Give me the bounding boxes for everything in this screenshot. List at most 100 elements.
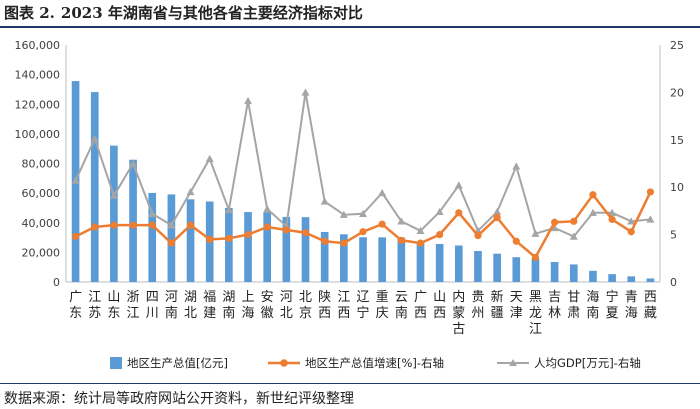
per-capita-gdp-marker [416,226,425,235]
category-label: 黑龙江 [529,290,542,337]
gdp-growth-marker [627,228,635,236]
left-axis-tick-label: 60,000 [22,187,61,200]
per-capita-gdp-marker [397,217,406,225]
gdp-growth-marker [531,253,540,261]
category-label: 安徽 [261,290,274,321]
title-divider [0,26,700,28]
category-label: 江西 [337,290,350,321]
gdp-bar [512,257,521,282]
category-label: 海南 [586,290,599,321]
per-capita-gdp-marker [129,159,138,167]
category-label: 吉林 [548,290,561,321]
right-axis-tick-label: 25 [670,39,684,52]
category-label: 辽宁 [356,290,369,321]
per-capita-gdp-marker [359,209,367,217]
category-label: 湖南 [222,290,235,321]
per-capita-gdp-marker [435,207,444,216]
category-label: 湖北 [184,290,197,321]
gdp-growth-marker [167,239,175,247]
gdp-growth-marker [91,223,99,231]
gdp-bar [244,212,252,282]
gdp-growth-marker [416,239,425,247]
legend-swatch-growth-marker [280,359,288,367]
gdp-growth-marker [340,239,348,247]
category-label: 天津 [510,290,523,321]
gdp-growth-marker [608,215,616,224]
gdp-growth-marker [129,221,137,229]
gdp-bar [320,231,329,282]
left-axis-tick-label: 80,000 [22,158,61,171]
per-capita-gdp-marker [71,176,80,184]
gdp-bar [435,243,444,282]
category-label: 浙江 [127,290,140,321]
gdp-bar [608,274,616,282]
per-capita-gdp-marker [531,229,540,237]
legend-label-gdp: 地区生产总值[亿元] [127,356,228,370]
gdp-growth-marker [551,218,559,226]
per-capita-gdp-marker [167,221,176,229]
gdp-bar [493,253,501,282]
category-label: 内蒙古 [452,289,465,337]
category-label: 西藏 [644,290,657,321]
per-capita-gdp-marker [646,215,655,223]
gdp-growth-marker [378,220,386,228]
category-label: 山西 [433,290,446,321]
gdp-growth-marker [436,231,444,239]
per-capita-gdp-marker [339,210,348,218]
gdp-growth-marker [301,229,310,237]
category-label: 甘肃 [567,290,580,321]
source-divider [0,383,700,384]
gdp-bar [340,234,348,282]
gdp-growth-marker [359,228,367,236]
right-axis-tick-label: 0 [670,276,677,289]
gdp-growth-marker [321,237,329,245]
gdp-bar [646,278,655,282]
gdp-growth-marker [225,234,233,242]
gdp-bar [282,216,291,282]
per-capita-gdp-marker [186,187,195,196]
legend-label-per-capita: 人均GDP[万元]-右轴 [534,356,641,370]
gdp-bar [569,264,578,282]
category-label: 云南 [395,290,408,321]
chart-title-text: 2023 年湖南省与其他各省主要经济指标对比 [60,4,363,22]
gdp-bar [167,194,176,282]
per-capita-gdp-marker [90,134,99,143]
gdp-growth-marker [397,236,405,244]
data-source-note: 数据来源：统计局等政府网站公开资料，新世纪评级整理 [4,391,354,407]
per-capita-gdp-marker [109,191,118,199]
per-capita-gdp-marker [512,162,521,170]
gdp-growth-marker [512,237,520,245]
category-label: 广东 [69,290,82,321]
category-label: 重庆 [376,289,389,321]
category-label: 江苏 [88,290,101,321]
gdp-bar [129,159,137,282]
gdp-growth-marker [474,231,482,240]
category-label: 新疆 [491,289,504,321]
category-label: 青海 [625,290,638,321]
legend-label-growth: 地区生产总值增速[%]-右轴 [305,356,444,370]
gdp-growth-marker [646,188,655,196]
gdp-bar [416,241,425,282]
left-axis-tick-label: 120,000 [15,98,61,111]
gdp-growth-marker [110,221,118,229]
per-capita-gdp-marker [550,223,559,232]
left-axis-tick-label: 0 [53,276,60,289]
legend-swatch-per-capita-marker [509,359,517,366]
per-capita-gdp-marker [148,209,157,217]
gdp-growth-marker [206,235,214,243]
gdp-bar [301,217,310,282]
right-axis-tick-label: 10 [670,181,684,194]
gdp-bar [531,258,540,282]
per-capita-gdp-marker [244,96,253,105]
per-capita-gdp-marker [224,205,233,214]
left-axis-tick-label: 140,000 [15,69,61,82]
per-capita-gdp-marker [378,188,387,197]
category-label: 河南 [165,290,178,321]
left-axis-tick-label: 40,000 [22,217,61,230]
gdp-growth-marker [71,232,80,241]
category-label: 上海 [242,290,255,321]
gdp-bar [186,199,195,282]
left-axis-tick-label: 160,000 [15,39,61,52]
per-capita-gdp-marker [205,154,214,162]
gdp-bar [359,237,367,282]
